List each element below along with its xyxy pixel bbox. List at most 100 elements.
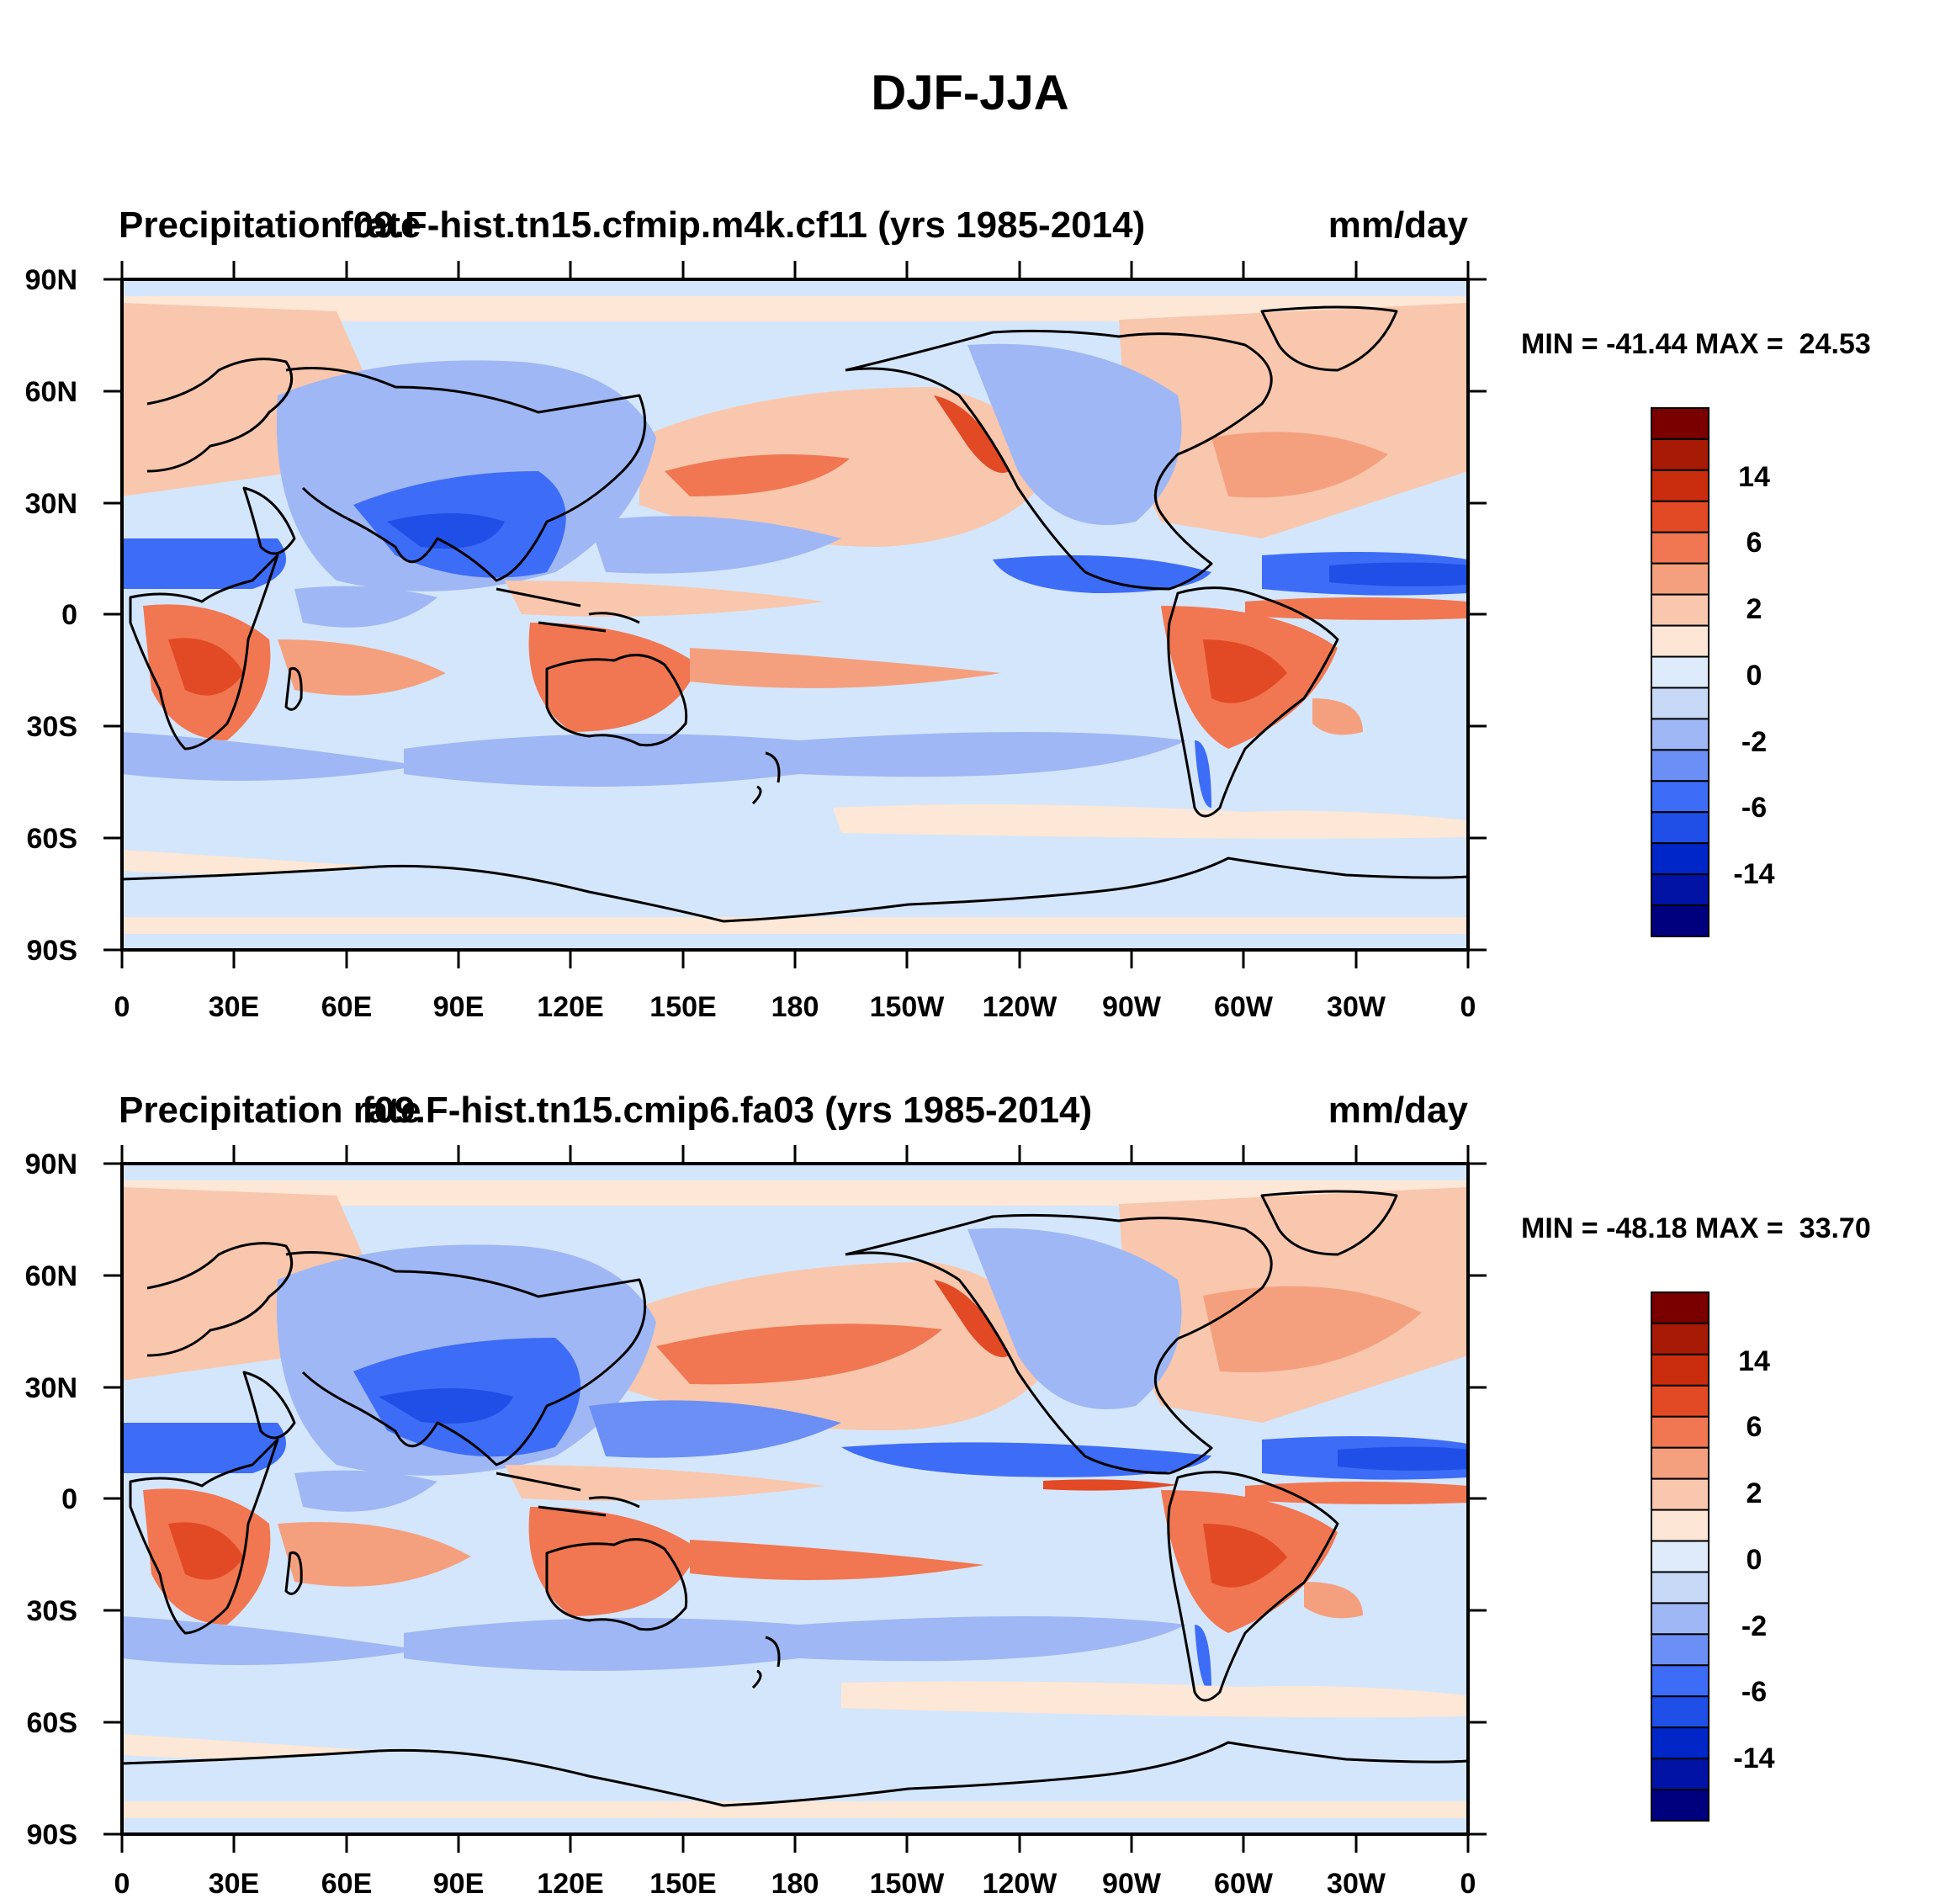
panel-1-s60-pos bbox=[833, 804, 1468, 839]
panel-1-coast-australia bbox=[545, 654, 688, 747]
panel-2-colorbar: 14 6 2 0 -2 -6 -14 bbox=[1651, 1291, 1775, 1822]
panel-1-colorbar-box bbox=[1651, 500, 1709, 533]
panel-2-ytick: 90N bbox=[25, 1148, 77, 1180]
panel-1-xtick: 60W bbox=[1214, 991, 1274, 1023]
panel-1-itcz-wpac bbox=[589, 516, 841, 574]
panel-2-coast-namerica bbox=[845, 1213, 1273, 1475]
panel-2-colorbar-box bbox=[1651, 1446, 1709, 1480]
panel-2-colorbar-box bbox=[1651, 1602, 1709, 1636]
panel-1-sio-pos bbox=[278, 639, 446, 696]
panel-1-xtick: 0 bbox=[114, 991, 130, 1023]
panel-2-ytick: 60N bbox=[25, 1260, 77, 1292]
panel-1-anom-npac bbox=[639, 387, 1052, 547]
panel-1-xtick: 150W bbox=[870, 991, 946, 1023]
panel-2-colorbar-box bbox=[1651, 1291, 1709, 1324]
panel-1-andes-neg bbox=[1195, 740, 1211, 808]
panel-1-ytick: 0 bbox=[61, 599, 77, 631]
panel-2-ytick: 90S bbox=[27, 1819, 78, 1851]
panel-2-xtick: 60E bbox=[321, 1868, 373, 1900]
panel-2-coast-europe bbox=[146, 1242, 294, 1357]
panel-2-title-left: Precipitation rate bbox=[119, 1090, 421, 1131]
panel-2-eq-pos-pac bbox=[505, 1465, 824, 1501]
panel-1-colorbar: 14 6 2 0 -2 -6 -14 bbox=[1651, 407, 1775, 938]
panel-1-ytick: 30S bbox=[27, 711, 78, 743]
panel-1-so-neg-2 bbox=[122, 732, 421, 781]
panel-2-colorbar-box bbox=[1651, 1509, 1709, 1542]
panel-2-coast-nz bbox=[751, 1636, 781, 1689]
panel-2-anom-nwamerica bbox=[934, 1280, 1010, 1357]
panel-1-itcz-indian bbox=[122, 538, 286, 589]
panel-2-cbar-label: 6 bbox=[1747, 1411, 1762, 1443]
panel-1-itcz-atlantic-core bbox=[1329, 562, 1468, 586]
panel-1-coast-asia bbox=[285, 367, 647, 582]
panel-2-anom-atlantic-n-core bbox=[1203, 1286, 1422, 1373]
panel-1-colorbar-box bbox=[1651, 873, 1709, 907]
panel-1-cbar-label: 14 bbox=[1738, 461, 1770, 493]
panel-1-xtick: 60E bbox=[321, 991, 373, 1023]
panel-2-cbar-label: 2 bbox=[1747, 1477, 1762, 1509]
panel-1-colorbar-box bbox=[1651, 780, 1709, 814]
panel-1-colorbar-box bbox=[1651, 624, 1709, 658]
panel-1-coast-sea bbox=[496, 587, 640, 633]
panel-2-xtick: 30W bbox=[1327, 1868, 1386, 1900]
panel-1: Precipitation rate f09.F-hist.tn15.cfmip… bbox=[25, 204, 1871, 1023]
panel-1-cbar-label: -2 bbox=[1741, 726, 1767, 758]
panel-2-cbar-label: 14 bbox=[1738, 1345, 1770, 1377]
panel-1-colorbar-box bbox=[1651, 469, 1709, 502]
panel-1-so-neg bbox=[404, 732, 1186, 787]
panel-2-ytick: 30N bbox=[25, 1372, 77, 1404]
panel-2-xtick: 90E bbox=[433, 1868, 485, 1900]
panel-2-coast-africa bbox=[129, 1438, 279, 1635]
panel-2-colorbar-box bbox=[1651, 1664, 1709, 1698]
panel-2-colorbar-box bbox=[1651, 1415, 1709, 1449]
panel-1-anom-nwamerica bbox=[934, 395, 1010, 473]
panel-2-colorbar-box bbox=[1651, 1633, 1709, 1667]
panel-1-xtick: 180 bbox=[771, 991, 819, 1023]
panel-2-coast-antarctica bbox=[122, 1741, 1468, 1807]
panel-2-colorbar-box bbox=[1651, 1477, 1709, 1511]
panel-2-s60-pos-2 bbox=[122, 1734, 379, 1758]
panel-2-colorbar-box bbox=[1651, 1726, 1709, 1760]
panel-1-satl-pos bbox=[1312, 698, 1363, 735]
panel-1-coast-namerica bbox=[845, 329, 1273, 591]
panel-2-minmax: MIN = -48.18 MAX = 33.70 bbox=[1521, 1212, 1871, 1244]
panel-1-xtick: 120E bbox=[537, 991, 603, 1023]
panel-1-colorbar-box bbox=[1651, 842, 1709, 876]
panel-2-ytick: 60S bbox=[27, 1707, 78, 1739]
panel-2-colorbar-box bbox=[1651, 1571, 1709, 1604]
panel-2-itcz-atlantic-core bbox=[1338, 1446, 1468, 1471]
panel-2-colorbar-box bbox=[1651, 1695, 1709, 1729]
panel-2-xtick: 30E bbox=[209, 1868, 260, 1900]
panel-1-eq-pos-atl bbox=[1245, 597, 1468, 620]
panel-1-coast-nz bbox=[751, 751, 781, 805]
panel-1-xtick: 0 bbox=[1460, 991, 1476, 1023]
panel-1-coast-antarctica bbox=[122, 857, 1468, 923]
panel-2-samerica-core bbox=[1203, 1524, 1287, 1588]
panel-2-colorbar-box bbox=[1651, 1353, 1709, 1387]
panel-1-colorbar-boxes bbox=[1651, 407, 1709, 938]
panel-1-colorbar-box bbox=[1651, 593, 1709, 627]
panel-2-xtick: 120W bbox=[983, 1868, 1058, 1900]
panel-1-coast-samerica bbox=[1167, 586, 1339, 818]
panel-1-ytick: 90S bbox=[27, 935, 78, 967]
panel-1-title-center: f09.F-hist.tn15.cfmip.m4k.cf11 (yrs 1985… bbox=[341, 204, 1145, 246]
panel-2-y-tick-labels: 90N 60N 30N 0 30S 60S 90S bbox=[25, 1148, 77, 1851]
panel-2-coast-arabia bbox=[242, 1371, 296, 1440]
panel-1-africa-core bbox=[168, 638, 244, 696]
panel-2-coast-greenland bbox=[1260, 1190, 1398, 1256]
panel-2-so-neg bbox=[404, 1616, 1186, 1671]
panel-2-eq-pos-atl bbox=[1245, 1482, 1468, 1504]
panel-2-satl-pos bbox=[1304, 1582, 1363, 1619]
panel-2-anom-tibet bbox=[379, 1388, 513, 1424]
panel-1-xtick: 30W bbox=[1327, 991, 1386, 1023]
panel-1-colorbar-box bbox=[1651, 749, 1709, 782]
panel-2-s60-pos bbox=[841, 1681, 1468, 1718]
panel-2-xtick: 150W bbox=[870, 1868, 946, 1900]
panel-2-sio-pos bbox=[278, 1522, 471, 1587]
panel-2-colorbar-box bbox=[1651, 1758, 1709, 1791]
panel-1-y-tick-labels: 90N 60N 30N 0 30S 60S 90S bbox=[25, 264, 77, 967]
panel-2-colorbar-box bbox=[1651, 1322, 1709, 1355]
panel-2-andes-neg bbox=[1195, 1625, 1211, 1692]
panel-2-map-field bbox=[122, 1164, 1468, 1834]
panel-1-xtick: 150E bbox=[649, 991, 716, 1023]
